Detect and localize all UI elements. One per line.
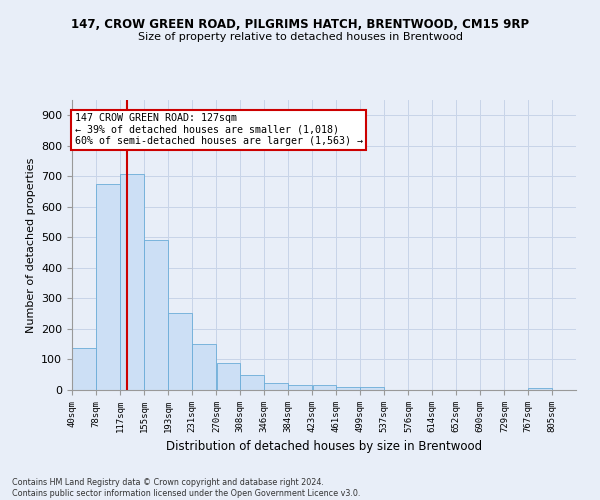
X-axis label: Distribution of detached houses by size in Brentwood: Distribution of detached houses by size …	[166, 440, 482, 454]
Bar	[192, 344, 215, 390]
Bar	[217, 363, 240, 390]
Bar	[145, 240, 168, 390]
Bar	[264, 384, 288, 390]
Y-axis label: Number of detached properties: Number of detached properties	[26, 158, 35, 332]
Bar	[529, 388, 552, 390]
Bar	[72, 348, 95, 390]
Bar	[121, 174, 144, 390]
Bar	[288, 384, 311, 390]
Text: Size of property relative to detached houses in Brentwood: Size of property relative to detached ho…	[137, 32, 463, 42]
Bar	[241, 374, 264, 390]
Text: 147, CROW GREEN ROAD, PILGRIMS HATCH, BRENTWOOD, CM15 9RP: 147, CROW GREEN ROAD, PILGRIMS HATCH, BR…	[71, 18, 529, 30]
Bar	[168, 313, 192, 390]
Bar	[96, 184, 119, 390]
Bar	[337, 386, 360, 390]
Text: Contains HM Land Registry data © Crown copyright and database right 2024.
Contai: Contains HM Land Registry data © Crown c…	[12, 478, 361, 498]
Text: 147 CROW GREEN ROAD: 127sqm
← 39% of detached houses are smaller (1,018)
60% of : 147 CROW GREEN ROAD: 127sqm ← 39% of det…	[74, 113, 362, 146]
Bar	[313, 385, 336, 390]
Bar	[360, 388, 384, 390]
